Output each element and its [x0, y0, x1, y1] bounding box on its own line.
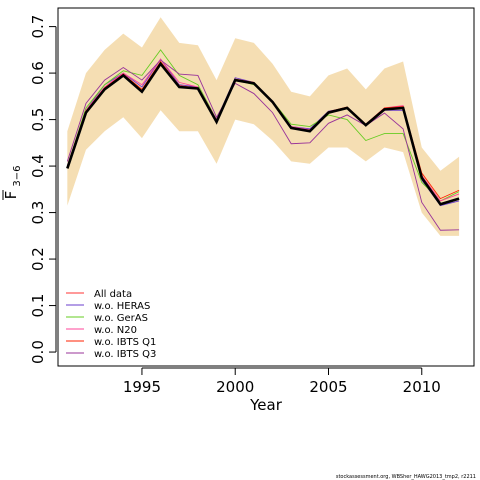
legend-label: All data	[94, 289, 132, 300]
y-tick-label: 0.7	[29, 15, 47, 39]
footer-text: stockassessment.org, WBSher_HAWG2013_tmp…	[336, 474, 476, 480]
x-tick-label: 1995	[123, 378, 161, 396]
legend-label: w.o. N20	[94, 325, 137, 336]
series-line-5	[66, 59, 460, 231]
x-axis-title: Year	[249, 396, 283, 414]
x-tick-label: 2005	[309, 378, 347, 396]
legend-label: w.o. GerAS	[94, 313, 148, 324]
y-axis: 0.0 0.1 0.2 0.3 0.4 0.5 0.6 0.7	[29, 15, 57, 364]
y-tick-label: 0.2	[29, 247, 47, 271]
y-tick-label: 0.6	[29, 61, 47, 85]
legend-label: w.o. HERAS	[94, 301, 150, 312]
y-tick-label: 0.4	[29, 154, 47, 178]
main-estimate-line	[66, 61, 460, 206]
y-axis-title: F 3−6	[2, 165, 23, 200]
x-axis: 1995 2000 2005 2010	[123, 367, 441, 396]
y-tick-label: 0.3	[29, 201, 47, 225]
confidence-band	[67, 17, 460, 236]
confidence-band-layer	[67, 17, 460, 236]
y-tick-label: 0.0	[29, 340, 47, 364]
y-axis-title-subscript: 3−6	[12, 165, 23, 186]
main-estimate-layer	[66, 61, 460, 206]
y-axis-title-main: F	[2, 191, 20, 200]
x-tick-label: 2010	[403, 378, 441, 396]
legend-label: w.o. IBTS Q3	[94, 349, 156, 360]
y-tick-label: 0.5	[29, 108, 47, 132]
legend-label: w.o. IBTS Q1	[94, 337, 156, 348]
y-tick-label: 0.1	[29, 294, 47, 318]
plot-frame	[57, 7, 475, 367]
x-tick-label: 2000	[216, 378, 254, 396]
